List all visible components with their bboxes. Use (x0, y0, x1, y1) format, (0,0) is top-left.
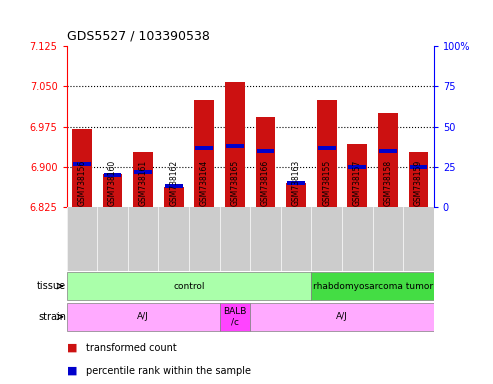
Bar (378, 113, 398, 207)
Bar (410, 165, 427, 169)
Bar (286, 183, 306, 207)
FancyBboxPatch shape (312, 272, 434, 300)
Bar (104, 173, 121, 177)
Bar (134, 170, 152, 174)
Text: ■: ■ (67, 366, 77, 376)
FancyBboxPatch shape (67, 303, 219, 331)
Text: strain: strain (38, 312, 66, 322)
Text: control: control (173, 281, 205, 291)
Text: percentile rank within the sample: percentile rank within the sample (86, 366, 251, 376)
Bar (73, 162, 91, 166)
Bar (103, 174, 122, 207)
Text: tissue: tissue (37, 281, 66, 291)
Text: GDS5527 / 103390538: GDS5527 / 103390538 (67, 29, 210, 42)
Text: rhabdomyosarcoma tumor: rhabdomyosarcoma tumor (313, 281, 433, 291)
Bar (194, 100, 214, 207)
FancyBboxPatch shape (250, 303, 434, 331)
FancyBboxPatch shape (67, 272, 312, 300)
Bar (225, 82, 245, 207)
Bar (318, 146, 336, 150)
Text: ■: ■ (67, 343, 77, 353)
Bar (287, 181, 305, 185)
Bar (409, 152, 428, 207)
Bar (348, 144, 367, 207)
Text: A/J: A/J (336, 312, 348, 321)
Bar (379, 149, 397, 153)
Bar (349, 165, 366, 169)
Text: transformed count: transformed count (86, 343, 177, 353)
Text: BALB
/c: BALB /c (223, 307, 246, 326)
FancyBboxPatch shape (219, 303, 250, 331)
Bar (165, 184, 182, 189)
Bar (317, 100, 337, 207)
Bar (133, 152, 153, 207)
Bar (195, 146, 213, 150)
Bar (255, 117, 276, 207)
Bar (72, 129, 92, 207)
Bar (256, 149, 275, 153)
Bar (164, 187, 183, 207)
Bar (226, 144, 244, 148)
Text: A/J: A/J (137, 312, 149, 321)
